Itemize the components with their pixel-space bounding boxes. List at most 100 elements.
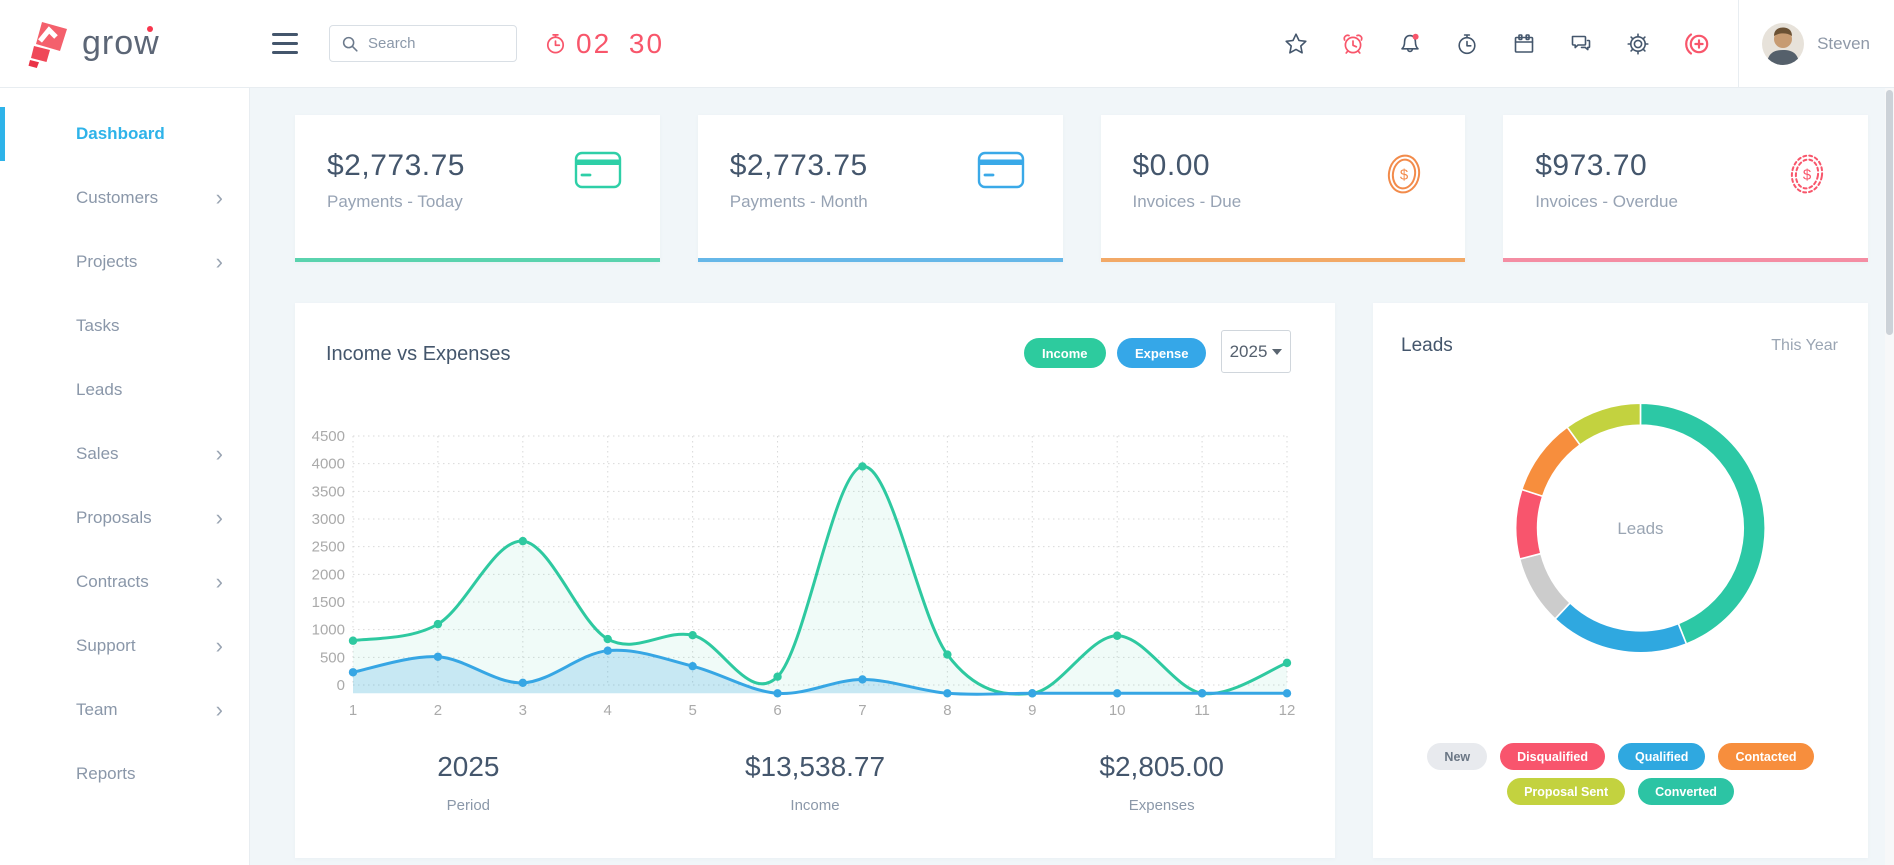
users-icon: [36, 185, 62, 211]
stopwatch-icon[interactable]: [1454, 31, 1480, 57]
sidebar-item-label: Customers: [76, 188, 159, 207]
messages-icon[interactable]: [1568, 31, 1594, 57]
sidebar-item-proposals[interactable]: Proposals ›: [0, 486, 249, 550]
sidebar-item-support[interactable]: Support ›: [0, 614, 249, 678]
stat-label: Payments - Today: [327, 192, 463, 211]
svg-text:8: 8: [943, 702, 951, 719]
leads-donut[interactable]: Leads: [1373, 378, 1868, 678]
logo[interactable]: grow: [0, 0, 250, 87]
stat-value: $2,773.75: [327, 149, 465, 182]
sidebar-item-dashboard[interactable]: Dashboard: [0, 102, 249, 166]
scrollbar-thumb[interactable]: [1886, 90, 1893, 335]
accent-bar: [295, 258, 660, 262]
credit-card-icon: [574, 151, 621, 189]
chevron-right-icon: ›: [215, 633, 223, 658]
svg-text:$: $: [1400, 167, 1409, 184]
chevron-right-icon: ›: [215, 441, 223, 466]
accent-bar: [1503, 258, 1868, 262]
legend-badge-converted[interactable]: Converted: [1638, 778, 1734, 805]
stat-card-payments-month[interactable]: $2,773.75 Payments - Month: [697, 115, 1063, 262]
quick-add-icon[interactable]: [1682, 31, 1712, 57]
summary-expenses-value: $2,805.00: [1099, 751, 1224, 782]
income-toggle-button[interactable]: Income: [1024, 338, 1106, 368]
legend-badge-disqualified[interactable]: Disqualified: [1500, 743, 1605, 770]
svg-text:4: 4: [604, 702, 612, 719]
legend-badge-qualified[interactable]: Qualified: [1617, 743, 1706, 770]
sidebar-item-label: Projects: [76, 252, 138, 271]
timer-value: 02 30: [576, 27, 665, 59]
alarm-clock-icon[interactable]: [1340, 31, 1366, 57]
svg-text:1000: 1000: [312, 622, 345, 639]
active-indicator: [0, 107, 5, 161]
legend-badge-proposal-sent[interactable]: Proposal Sent: [1507, 778, 1626, 805]
svg-text:4000: 4000: [312, 456, 345, 473]
stat-card-invoices-due[interactable]: $0.00 Invoices - Due $: [1100, 115, 1466, 262]
legend-badge-contacted[interactable]: Contacted: [1718, 743, 1814, 770]
logo-mark-icon: [28, 21, 67, 68]
summary-income-label: Income: [790, 797, 840, 814]
svg-text:4500: 4500: [312, 428, 345, 445]
scrollbar[interactable]: [1885, 88, 1894, 865]
stat-value: $973.70: [1535, 149, 1648, 182]
timer-widget[interactable]: 02 30: [543, 28, 664, 60]
chart-title: Income vs Expenses: [326, 343, 511, 365]
notifications-bell-icon[interactable]: [1397, 31, 1423, 57]
income-expenses-panel: Income vs Expenses Income Expense 2025 0…: [295, 303, 1335, 858]
star-icon[interactable]: [1283, 31, 1309, 57]
summary-period-value: 2025: [437, 751, 500, 782]
credit-card-icon: [977, 151, 1024, 189]
coin-icon: $: [1790, 154, 1824, 194]
svg-text:3000: 3000: [312, 511, 345, 528]
sidebar-item-team[interactable]: Team ›: [0, 678, 249, 742]
stat-value: $0.00: [1132, 149, 1211, 182]
expense-toggle-button[interactable]: Expense: [1117, 338, 1207, 368]
chevron-right-icon: ›: [215, 185, 223, 210]
svg-text:Leads: Leads: [1617, 519, 1663, 538]
search-box[interactable]: [329, 25, 517, 62]
task-list-icon: [36, 313, 62, 339]
sidebar-item-leads[interactable]: Leads: [0, 358, 249, 422]
summary-expenses-label: Expenses: [1128, 797, 1195, 814]
chart-summary: 2025 Period $13,538.77 Income $2,805.00 …: [295, 751, 1335, 814]
stat-label: Invoices - Overdue: [1535, 192, 1678, 211]
search-icon: [342, 36, 358, 52]
year-dropdown[interactable]: 2025: [1221, 330, 1291, 373]
sidebar-item-tasks[interactable]: Tasks: [0, 294, 249, 358]
sidebar-item-reports[interactable]: Reports: [0, 742, 249, 806]
settings-gear-icon[interactable]: [1625, 31, 1651, 57]
legend-badge-new[interactable]: New: [1427, 743, 1488, 770]
avatar: [1762, 22, 1805, 65]
svg-text:3: 3: [519, 702, 527, 719]
svg-text:500: 500: [320, 649, 345, 666]
stat-card-invoices-overdue[interactable]: $973.70 Invoices - Overdue $: [1503, 115, 1868, 262]
brand-name: grow: [82, 24, 160, 62]
wallet-icon: [36, 441, 62, 467]
svg-text:5: 5: [688, 702, 696, 719]
sidebar-item-sales[interactable]: Sales ›: [0, 422, 249, 486]
timer-stopwatch-icon: [546, 33, 565, 54]
document-pen-icon: [36, 569, 62, 595]
header-divider: [1738, 0, 1740, 88]
svg-text:$: $: [1803, 167, 1812, 184]
svg-text:2: 2: [434, 702, 442, 719]
menu-toggle[interactable]: [272, 33, 302, 54]
svg-text:12: 12: [1279, 702, 1296, 719]
sidebar-item-projects[interactable]: Projects ›: [0, 230, 249, 294]
stat-cards-row: $2,773.75 Payments - Today $2,773.75 Pay…: [295, 115, 1868, 262]
chevron-right-icon: ›: [215, 505, 223, 530]
stat-card-payments-today[interactable]: $2,773.75 Payments - Today: [295, 115, 660, 262]
chevron-right-icon: ›: [215, 569, 223, 594]
calendar-icon[interactable]: [1511, 31, 1537, 57]
chevron-right-icon: ›: [215, 697, 223, 722]
search-input[interactable]: [368, 35, 498, 52]
user-menu[interactable]: Steven: [1739, 22, 1894, 66]
sidebar: Dashboard Customers › Projects › Tasks L…: [0, 88, 250, 865]
stat-value: $2,773.75: [729, 149, 868, 182]
sidebar-item-label: Sales: [76, 444, 119, 463]
chat-bubbles-icon: [36, 633, 62, 659]
sidebar-item-customers[interactable]: Customers ›: [0, 166, 249, 230]
stat-label: Invoices - Due: [1132, 192, 1242, 211]
book-bookmark-icon: [36, 505, 62, 531]
sidebar-item-contracts[interactable]: Contracts ›: [0, 550, 249, 614]
